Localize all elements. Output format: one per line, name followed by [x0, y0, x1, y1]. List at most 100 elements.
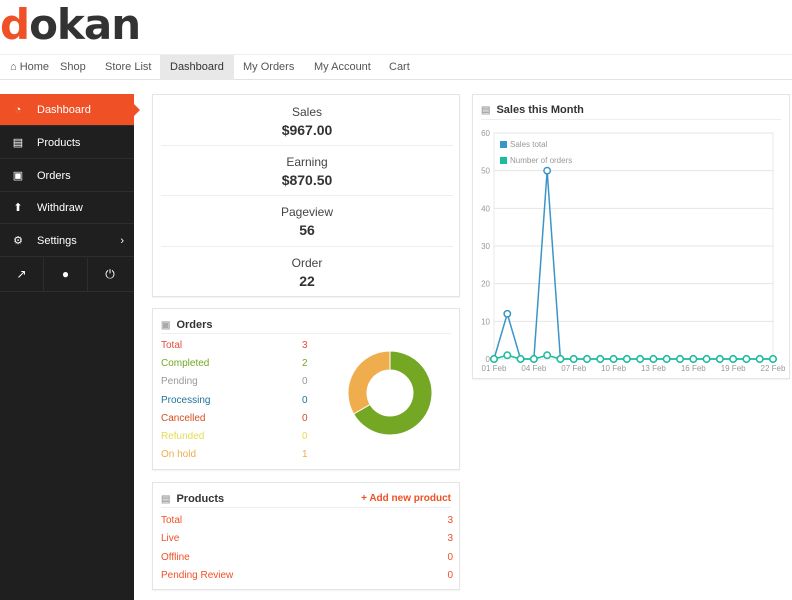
legend-swatch [500, 141, 507, 148]
x-tick-label: 13 Feb [641, 364, 666, 373]
power-icon[interactable]: ⏻ [105, 267, 115, 281]
product-status-count: 0 [447, 551, 453, 563]
order-status-completed[interactable]: Completed 2 [161, 357, 321, 371]
divider [161, 195, 453, 196]
gear-icon: ⚙ [13, 235, 23, 247]
sidebar-item-label: Withdraw [37, 202, 83, 214]
order-status-count: 3 [302, 340, 308, 351]
product-status-count: 3 [447, 515, 453, 526]
credit-card-icon: ▤ [481, 105, 491, 116]
product-status-pending-review[interactable]: Pending Review 0 [161, 569, 453, 583]
series-point [769, 355, 777, 363]
series-point [583, 355, 591, 363]
order-status-count: 0 [302, 412, 308, 424]
x-tick-label: 01 Feb [482, 364, 507, 373]
series-point [636, 355, 645, 363]
product-status-label: Live [161, 533, 180, 545]
order-status-count: 1 [302, 449, 308, 461]
sidebar-item-label: Products [37, 137, 81, 149]
nav-my-account[interactable]: My Account [314, 61, 371, 73]
y-tick-label: 40 [481, 204, 490, 213]
y-tick-label: 20 [481, 280, 490, 289]
product-status-offline[interactable]: Offline 0 [161, 551, 453, 565]
series-point [596, 355, 605, 363]
nav-shop[interactable]: Shop [60, 61, 86, 73]
x-tick-label: 10 Feb [601, 364, 626, 373]
series-point [649, 355, 658, 363]
series-point [490, 355, 498, 363]
series-point [689, 355, 698, 363]
series-point [503, 351, 512, 360]
order-status-label: Cancelled [161, 412, 206, 424]
stat-value: $870.50 [281, 172, 333, 188]
order-status-count: 0 [302, 431, 308, 442]
order-status-refunded[interactable]: Refunded 0 [161, 430, 321, 444]
sidebar-item-label: Settings [37, 235, 77, 247]
order-status-label: Processing [161, 394, 211, 406]
order-status-count: 2 [302, 358, 308, 370]
stat-label: Order [291, 256, 323, 270]
series-point [755, 355, 764, 363]
order-status-label: Refunded [161, 431, 205, 442]
nav-my-orders[interactable]: My Orders [243, 61, 295, 73]
sidebar-item-products[interactable]: ▤ Products [0, 127, 134, 159]
product-status-total[interactable]: Total 3 [161, 514, 453, 528]
sidebar-item-settings[interactable]: ⚙ Settings › [0, 225, 134, 257]
series-point [676, 355, 684, 363]
series-point [742, 355, 751, 363]
order-status-cancelled[interactable]: Cancelled 0 [161, 412, 321, 426]
sidebar-item-orders[interactable]: ▣ Orders [0, 160, 134, 192]
upload-icon: ⬆ [13, 202, 23, 214]
product-status-label: Offline [161, 551, 190, 563]
y-tick-label: 50 [481, 167, 490, 176]
series-point [702, 355, 711, 363]
x-tick-label: 07 Feb [561, 364, 586, 373]
order-status-label: Completed [161, 358, 210, 370]
series-point [662, 355, 671, 363]
donut-slice-on-hold [347, 350, 391, 415]
stat-value: 22 [299, 273, 315, 289]
order-status-label: Pending [161, 376, 198, 388]
order-status-total[interactable]: Total 3 [161, 339, 321, 353]
chevron-right-icon: › [120, 235, 124, 247]
order-status-pending[interactable]: Pending 0 [161, 375, 321, 389]
dashboard-icon: ◔ [14, 104, 22, 116]
series-point [569, 355, 578, 363]
add-new-product-link[interactable]: + Add new product [361, 493, 451, 504]
stat-value: 56 [299, 222, 315, 238]
orders-donut-chart [347, 350, 433, 436]
series-point [543, 166, 552, 175]
external-link-icon[interactable]: ↗ [0, 258, 44, 291]
sidebar-item-withdraw[interactable]: ⬆ Withdraw [0, 192, 134, 224]
series-point [622, 355, 631, 363]
user-icon[interactable]: ● [44, 258, 88, 291]
divider [161, 246, 453, 247]
series-point [609, 355, 618, 363]
product-status-live[interactable]: Live 3 [161, 532, 453, 546]
sidebar-item-label: Dashboard [37, 104, 91, 116]
order-status-count: 0 [302, 376, 308, 388]
dashboard-sidebar: ◔ Dashboard ▤ Products ▣ Orders ⬆ Withdr… [0, 94, 140, 600]
series-point [729, 355, 738, 363]
sidebar-item-dashboard[interactable]: ◔ Dashboard [0, 94, 140, 126]
order-status-on-hold[interactable]: On hold 1 [161, 448, 321, 462]
y-tick-label: 0 [486, 355, 491, 364]
sales-chart-card: ▤ Sales this Month 0 10 20 30 40 50 60 01 Feb 04 … [472, 94, 790, 379]
nav-store-list[interactable]: Store List [105, 61, 152, 73]
nav-cart[interactable]: Cart [389, 61, 410, 73]
dokan-logo[interactable]: dokan [0, 0, 141, 49]
nav-dashboard[interactable]: Dashboard [160, 55, 234, 80]
series-point [715, 355, 724, 363]
series-point [503, 309, 512, 318]
series-point [556, 355, 565, 363]
stat-label: Pageview [280, 205, 334, 219]
y-tick-label: 60 [481, 129, 490, 138]
x-tick-label: 16 Feb [681, 364, 706, 373]
sidebar-item-label: Orders [37, 170, 71, 182]
legend-label: Sales total [510, 140, 548, 149]
divider [161, 145, 453, 146]
order-status-count: 0 [302, 394, 308, 406]
nav-home[interactable]: ⌂ Home [10, 61, 50, 73]
sales-line-chart: 0 10 20 30 40 50 60 01 Feb 04 Feb 07 Feb 10 Feb 13 … [481, 129, 786, 373]
order-status-processing[interactable]: Processing 0 [161, 394, 321, 408]
